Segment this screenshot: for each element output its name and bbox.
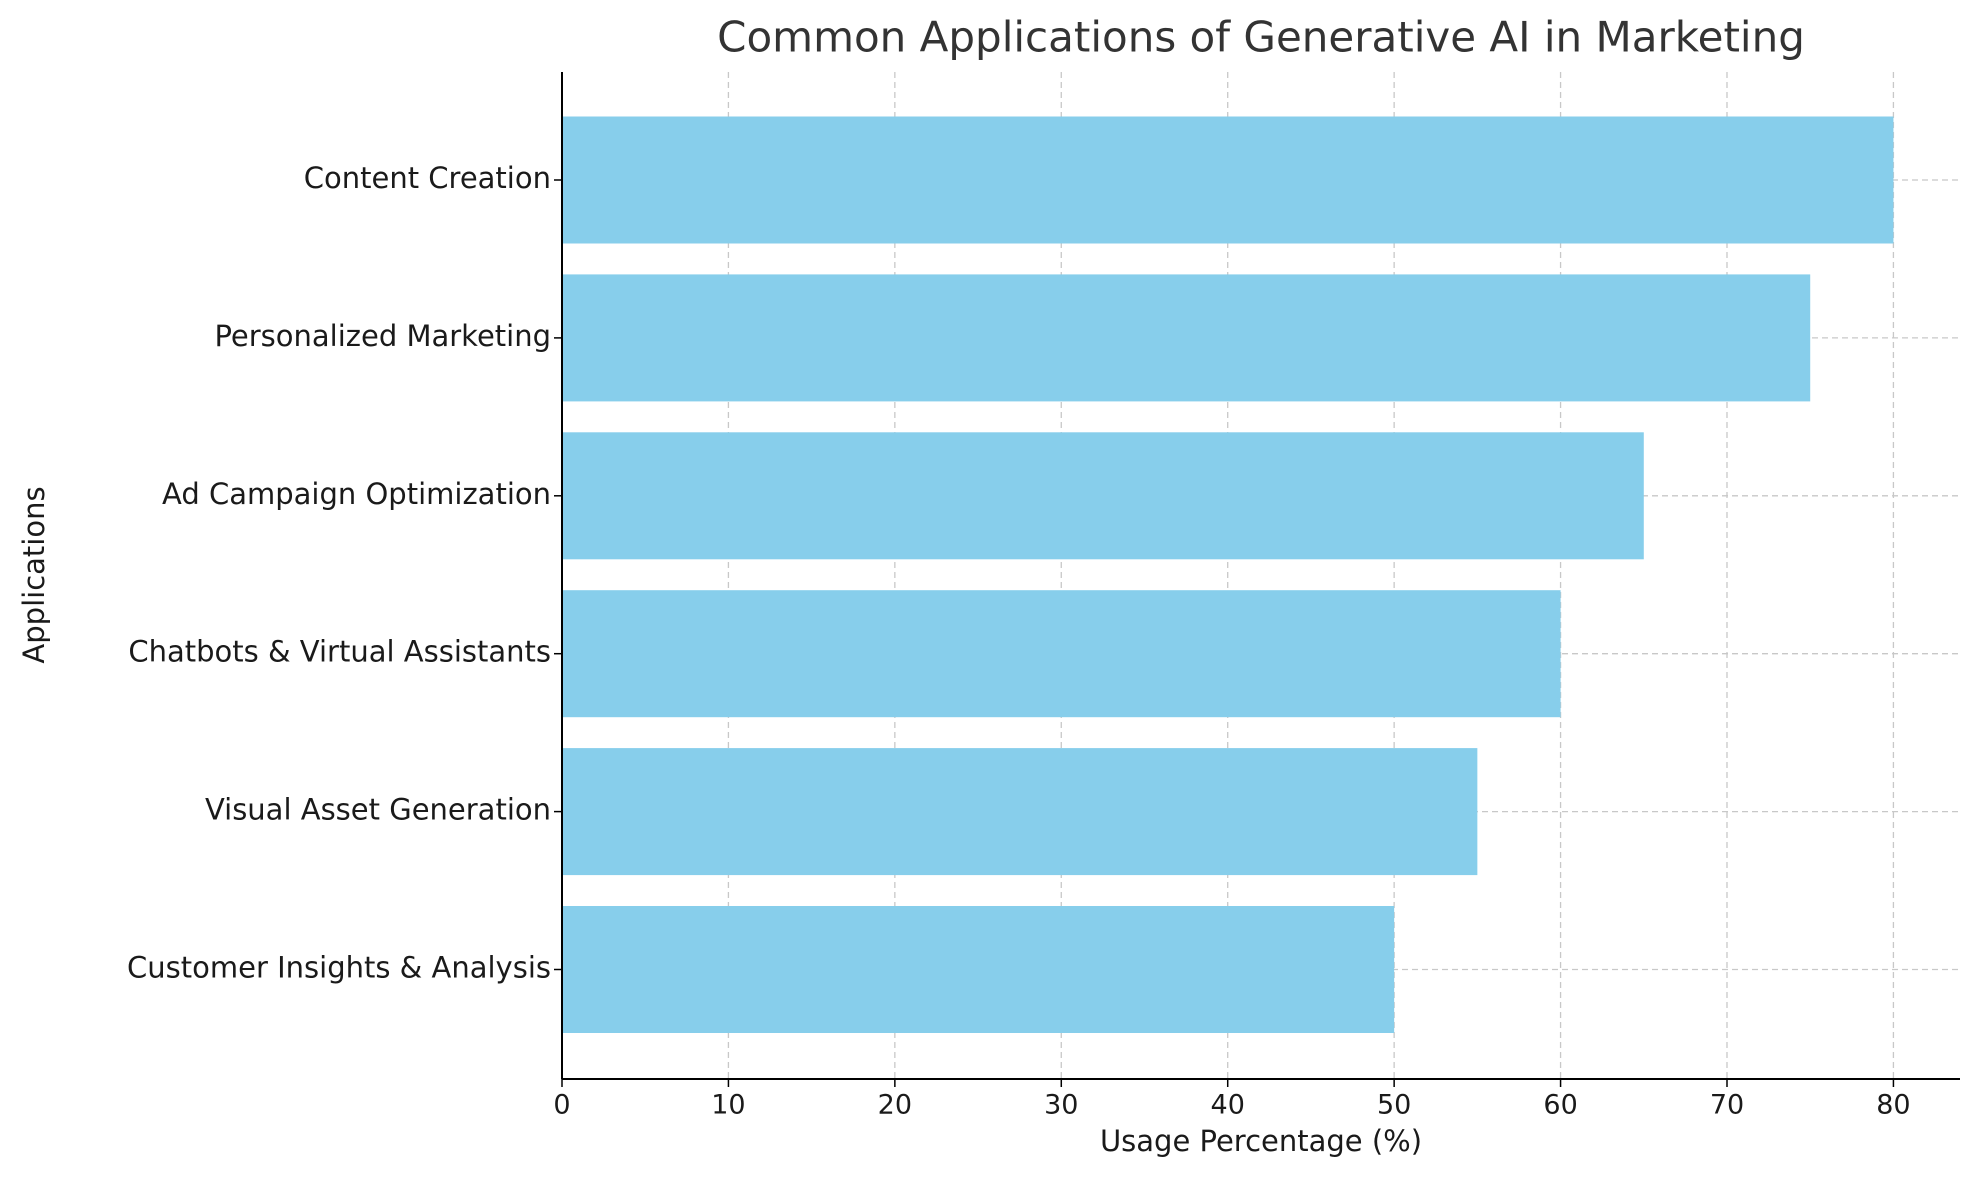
x-tick-label: 60	[1543, 1090, 1577, 1121]
bar	[562, 748, 1478, 876]
bar	[562, 116, 1894, 244]
y-tick-label: Personalized Marketing	[214, 319, 551, 353]
x-tick-label: 20	[878, 1090, 912, 1121]
y-tick-label: Visual Asset Generation	[205, 793, 551, 827]
x-axis-label: Usage Percentage (%)	[1100, 1124, 1422, 1158]
x-tick-label: 10	[711, 1090, 745, 1121]
x-tick-label: 30	[1044, 1090, 1078, 1121]
bar	[562, 274, 1811, 402]
y-tick-label: Ad Campaign Optimization	[162, 477, 551, 511]
x-tick-label: 50	[1377, 1090, 1411, 1121]
chart-title: Common Applications of Generative AI in …	[717, 13, 1805, 62]
bar	[562, 590, 1561, 718]
x-tick-label: 0	[553, 1090, 570, 1121]
x-tick-label: 40	[1211, 1090, 1245, 1121]
y-tick-label: Chatbots & Virtual Assistants	[128, 635, 551, 669]
bar	[562, 906, 1395, 1033]
x-tick-label: 70	[1710, 1090, 1744, 1121]
bar	[562, 432, 1644, 560]
y-tick-label: Customer Insights & Analysis	[127, 951, 551, 985]
y-axis-label: Applications	[17, 486, 51, 663]
x-tick-label: 80	[1876, 1090, 1910, 1121]
y-tick-label: Content Creation	[304, 161, 551, 195]
